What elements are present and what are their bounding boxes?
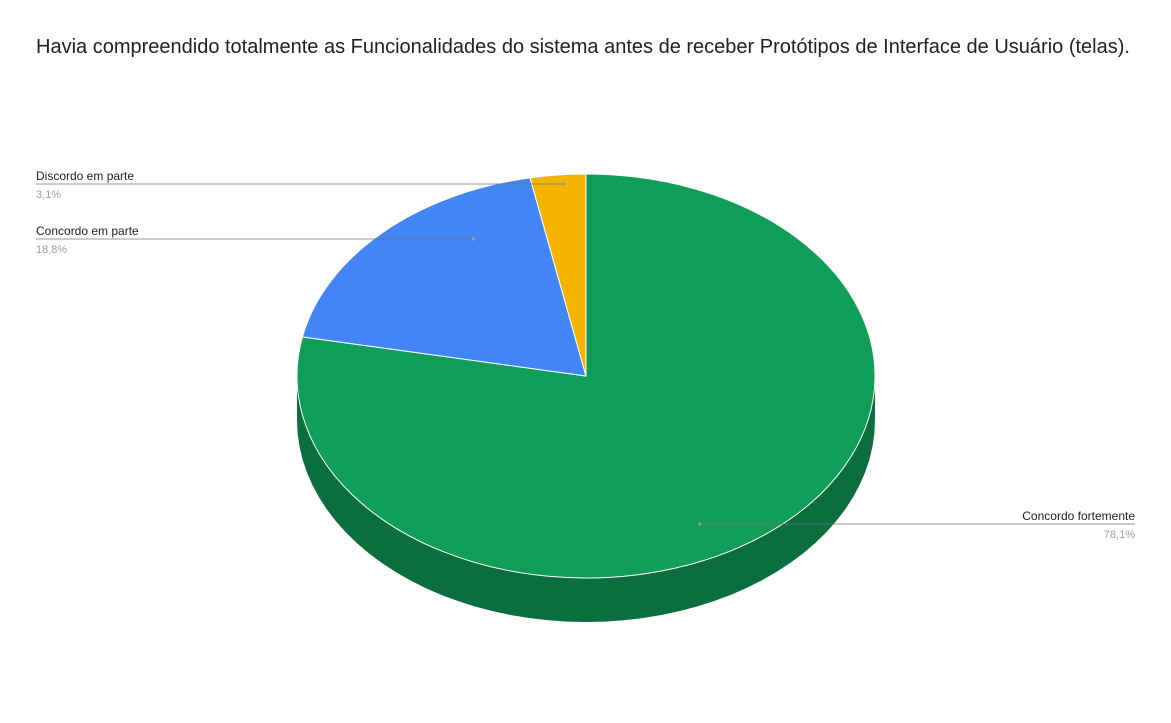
slice-label-0: Concordo fortemente: [1022, 509, 1135, 523]
slice-value-label-1: 18,8%: [36, 244, 67, 256]
callout-dot-2: [562, 182, 565, 185]
callout-dot-0: [698, 522, 701, 525]
slice-value-label-2: 3,1%: [36, 189, 61, 201]
callout-dot-1: [472, 237, 475, 240]
slice-label-1: Concordo em parte: [36, 224, 139, 238]
slice-value-label-0: 78,1%: [1104, 529, 1135, 541]
slice-label-2: Discordo em parte: [36, 169, 134, 183]
